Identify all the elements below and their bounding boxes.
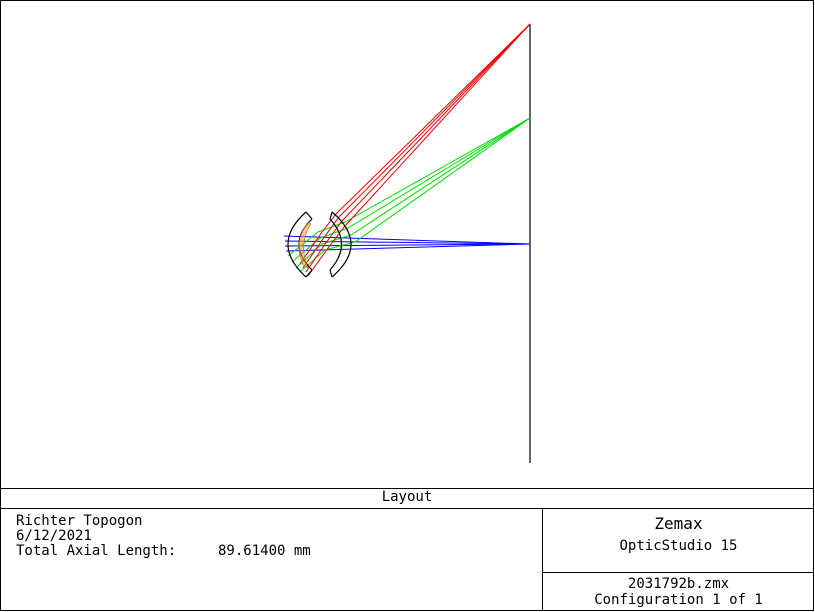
lens-element-2	[329, 211, 352, 278]
ray-bundle-field-3	[299, 23, 531, 277]
glass-highlight	[298, 221, 312, 269]
product-name: OpticStudio 15	[619, 538, 738, 554]
lens-name: Richter Topogon	[16, 513, 143, 529]
total-length-label: Total Axial Length:	[16, 543, 177, 559]
ray-bundle-field-2	[287, 117, 531, 273]
ray-bundle-field-1	[283, 235, 531, 252]
plot-title: Layout	[381, 489, 433, 505]
configuration-label: Configuration 1 of 1	[594, 592, 763, 608]
company-name: Zemax	[654, 514, 703, 533]
total-length-value: 89.61400 mm	[218, 543, 311, 559]
plot-date: 6/12/2021	[16, 528, 92, 544]
file-name: 2031792b.zmx	[627, 576, 730, 592]
